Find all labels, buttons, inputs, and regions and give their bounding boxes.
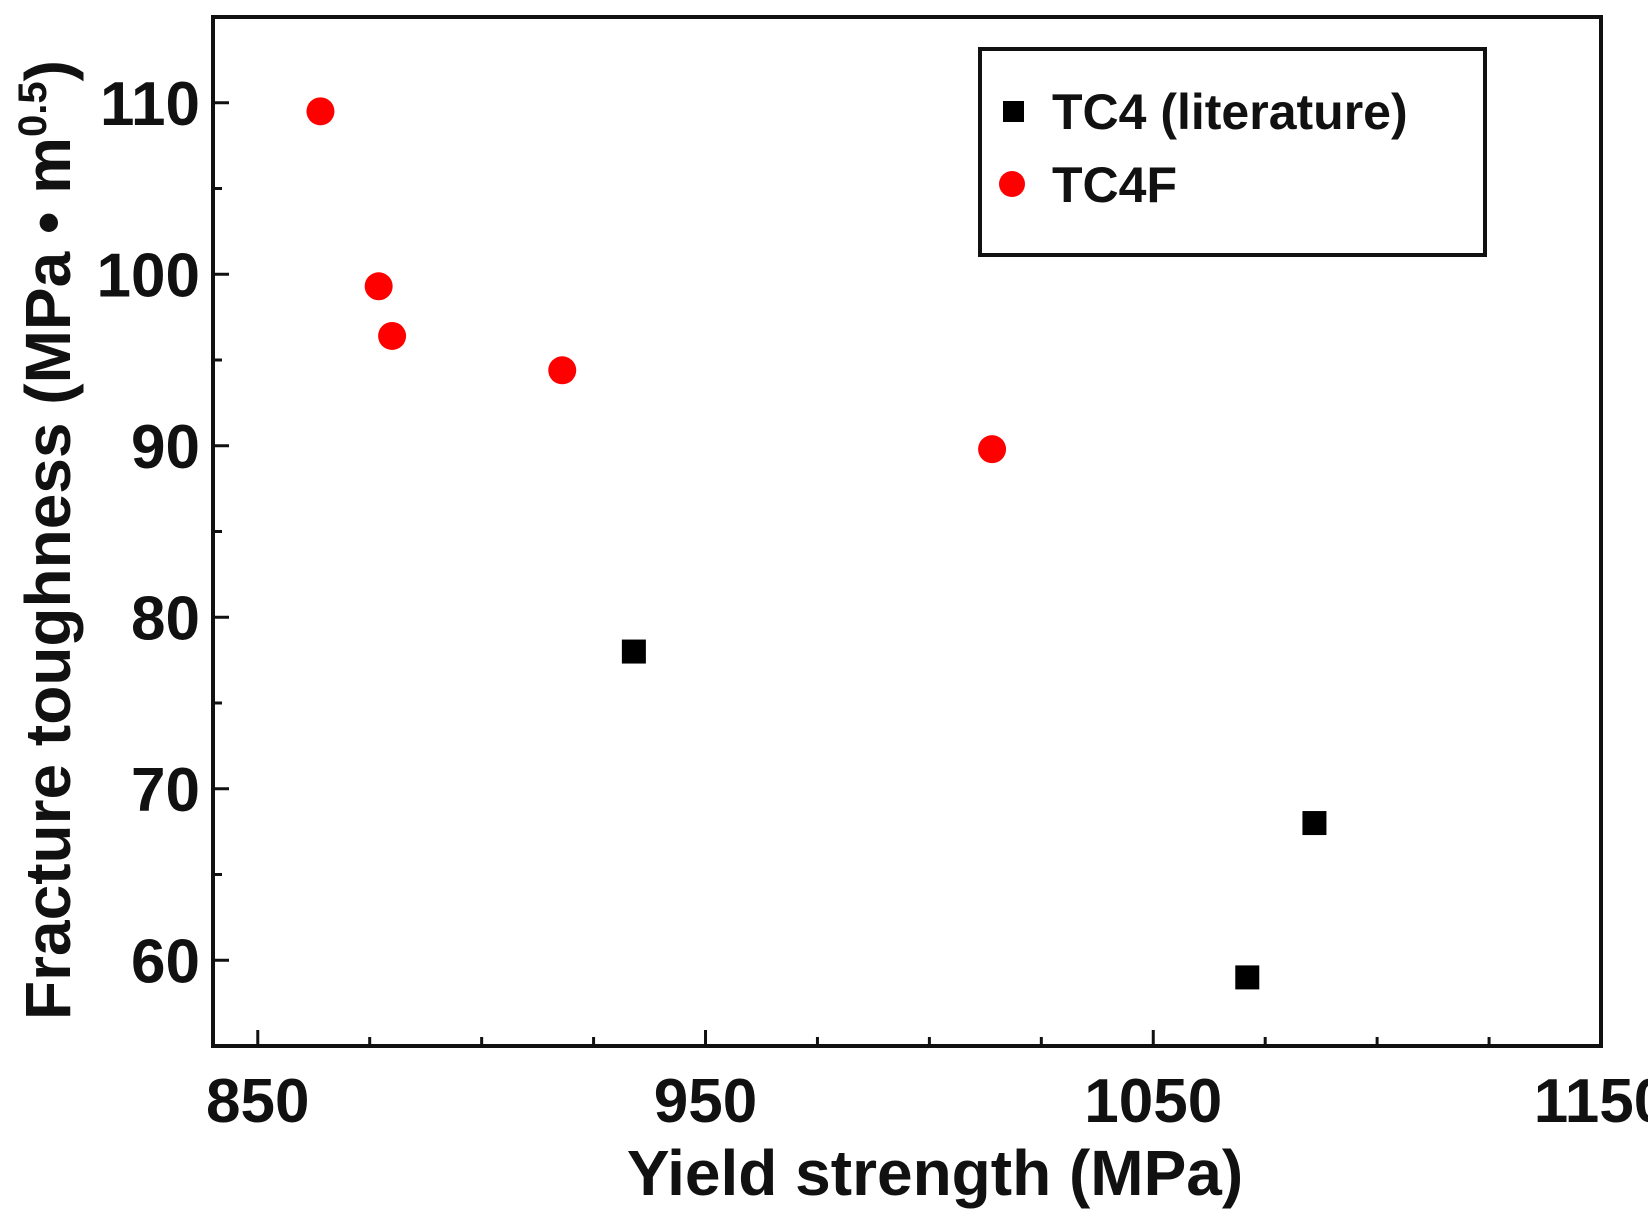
tc4-literature-point [1235, 965, 1260, 990]
x-tick-label: 950 [654, 1067, 757, 1136]
x-axis-title: Yield strength (MPa) [627, 1137, 1243, 1209]
y-tick-label: 110 [100, 70, 200, 139]
legend-label-tc4f: TC4F [1052, 157, 1177, 213]
tc4f-point [378, 321, 407, 350]
y-axis-ticks: 60 70 80 90 100 110 [97, 70, 229, 996]
y-tick-label: 70 [131, 756, 200, 825]
tc4f-point [978, 435, 1007, 464]
y-axis-title-main: Fracture toughness (MPa • m [12, 137, 84, 1020]
tc4f-point [306, 97, 335, 126]
x-tick-label: 850 [206, 1067, 309, 1136]
y-tick-label: 60 [131, 927, 200, 996]
y-axis-title-close: ) [12, 60, 84, 81]
y-axis-title-exponent: 0.5 [11, 81, 55, 137]
y-tick-label: 90 [131, 413, 200, 482]
tc4f-point [548, 356, 577, 385]
x-tick-label: 1150 [1534, 1067, 1648, 1136]
legend-label-tc4-literature: TC4 (literature) [1052, 84, 1408, 140]
tc4-literature-point [621, 639, 646, 664]
tc4f-point [364, 272, 393, 301]
legend-box [978, 47, 1487, 257]
legend-marker-circle [999, 171, 1025, 197]
x-axis-ticks: 850 950 1050 1150 [206, 1030, 1648, 1136]
y-axis-title: Fracture toughness (MPa • m0.5) [11, 60, 84, 1020]
legend: TC4 (literature) TC4F [978, 47, 1487, 257]
x-tick-label: 1050 [1084, 1067, 1222, 1136]
tc4-literature-point [1302, 811, 1327, 836]
data-points [306, 97, 1327, 990]
legend-marker-square [1003, 101, 1024, 122]
y-tick-label: 100 [97, 241, 200, 310]
y-tick-label: 80 [131, 584, 200, 653]
